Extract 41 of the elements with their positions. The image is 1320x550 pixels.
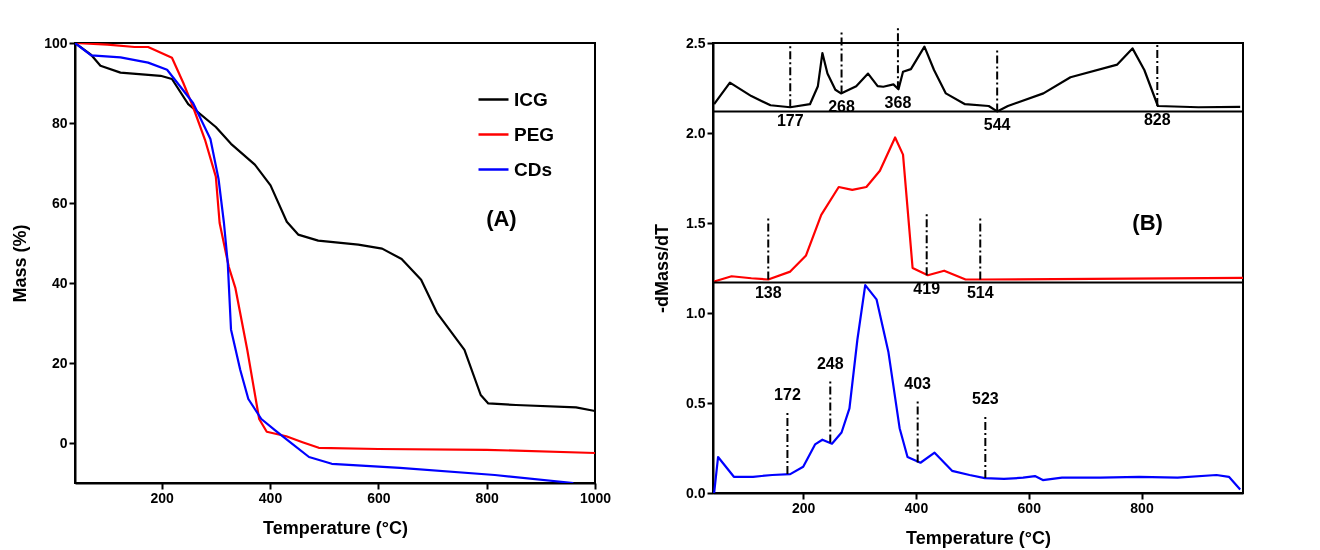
- annotation: (B): [1132, 210, 1163, 235]
- y-tick-label: 0.0: [686, 484, 706, 501]
- y-tick-label: 1.5: [686, 214, 706, 231]
- y-tick-label: 2.5: [686, 34, 706, 51]
- x-tick-label: 200: [792, 499, 816, 516]
- annotation: 248: [816, 354, 844, 372]
- line-series: [713, 136, 1243, 283]
- y-tick-label: 2.0: [686, 124, 706, 141]
- x-tick-label: 800: [475, 489, 500, 506]
- x-tick-label: 800: [1130, 499, 1154, 516]
- x-axis-title: Temperature (°C): [906, 527, 1051, 548]
- annotation: 368: [884, 93, 912, 111]
- y-tick-label: 60: [51, 194, 68, 211]
- legend-label: ICG: [514, 88, 548, 110]
- y-tick-label: 0.5: [686, 394, 706, 411]
- legend-label: CDs: [514, 158, 553, 180]
- annotation: 523: [971, 390, 999, 408]
- annotation: 138: [754, 284, 782, 302]
- y-axis-title: Mass (%): [10, 224, 31, 303]
- annotation: (A): [486, 206, 517, 231]
- annotation: 403: [904, 374, 932, 392]
- annotation: 177: [776, 111, 804, 129]
- x-tick-label: 600: [1017, 499, 1042, 516]
- legend-label: PEG: [514, 123, 555, 145]
- x-tick-label: 1000: [579, 489, 612, 506]
- x-tick-label: 600: [367, 489, 391, 506]
- y-tick-label: 100: [44, 34, 68, 51]
- y-tick-label: 20: [51, 354, 68, 371]
- annotation: 514: [966, 284, 994, 302]
- x-tick-label: 400: [904, 499, 929, 516]
- annotation: 544: [983, 115, 1011, 133]
- y-tick-label: 0: [59, 434, 68, 451]
- annotation: 172: [774, 386, 801, 404]
- y-tick-label: 80: [51, 114, 68, 131]
- annotation: 828: [1143, 110, 1171, 128]
- x-tick-label: 400: [258, 489, 283, 506]
- y-tick-label: 1.0: [686, 304, 706, 321]
- y-axis-title: -dMass/dT: [652, 223, 673, 314]
- y-tick-label: 40: [51, 274, 68, 291]
- x-tick-label: 200: [150, 489, 175, 506]
- x-axis-title: Temperature (°C): [263, 517, 408, 538]
